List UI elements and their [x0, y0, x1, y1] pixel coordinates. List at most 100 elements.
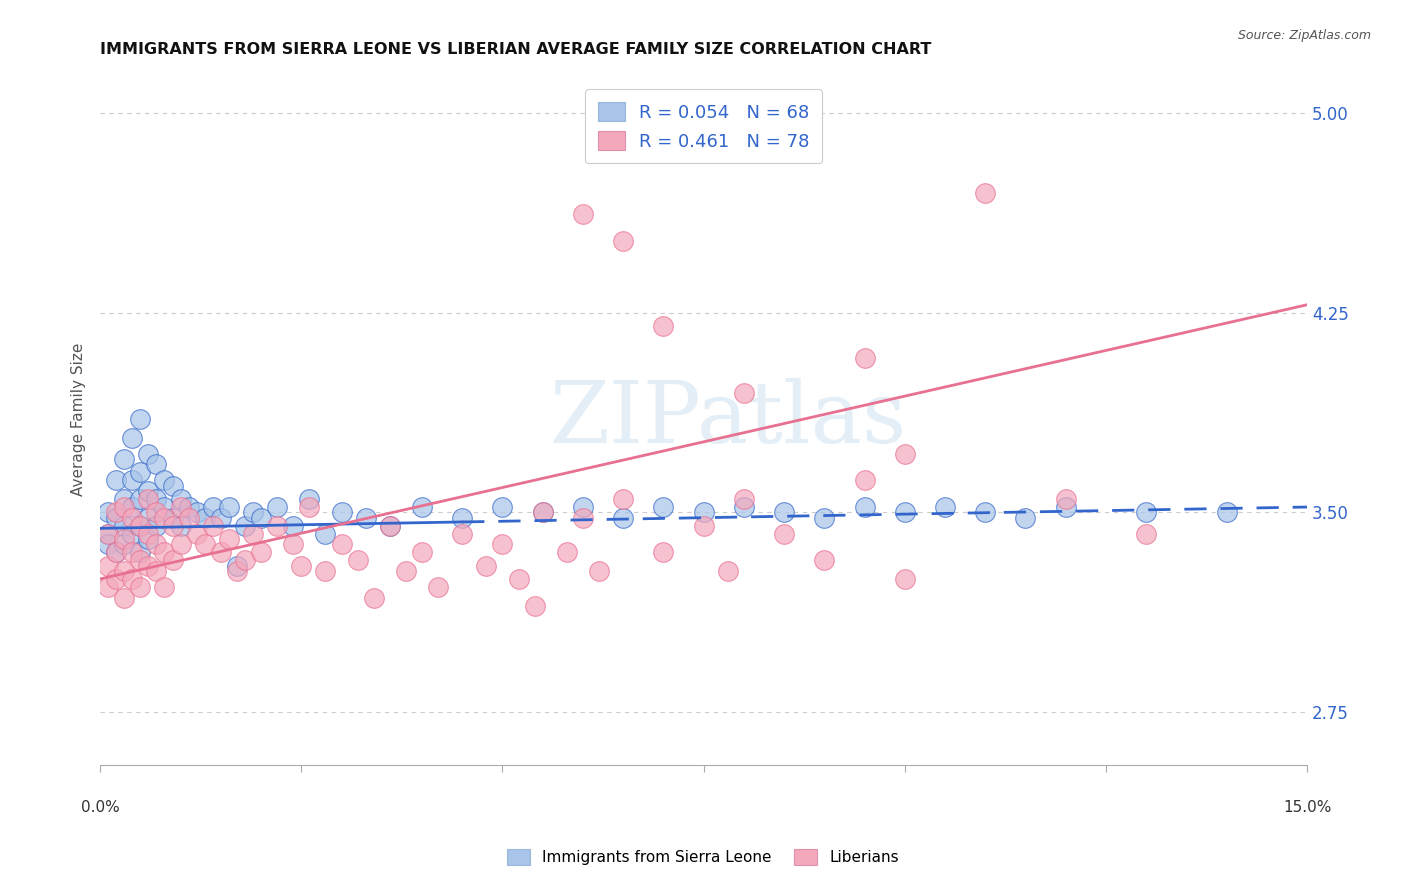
Point	[314, 564, 336, 578]
Point	[572, 510, 595, 524]
Point	[378, 518, 401, 533]
Point	[162, 518, 184, 533]
Point	[145, 505, 167, 519]
Point	[853, 474, 876, 488]
Point	[572, 500, 595, 514]
Point	[121, 545, 143, 559]
Point	[105, 510, 128, 524]
Point	[129, 518, 152, 533]
Point	[112, 500, 135, 514]
Point	[363, 591, 385, 605]
Point	[451, 526, 474, 541]
Point	[145, 537, 167, 551]
Point	[97, 580, 120, 594]
Point	[717, 564, 740, 578]
Point	[186, 526, 208, 541]
Point	[112, 591, 135, 605]
Point	[612, 234, 634, 248]
Point	[894, 447, 917, 461]
Point	[201, 500, 224, 514]
Point	[773, 505, 796, 519]
Point	[121, 474, 143, 488]
Point	[105, 505, 128, 519]
Point	[330, 505, 353, 519]
Point	[491, 537, 513, 551]
Point	[250, 545, 273, 559]
Point	[112, 518, 135, 533]
Point	[169, 491, 191, 506]
Text: IMMIGRANTS FROM SIERRA LEONE VS LIBERIAN AVERAGE FAMILY SIZE CORRELATION CHART: IMMIGRANTS FROM SIERRA LEONE VS LIBERIAN…	[100, 42, 932, 57]
Point	[145, 458, 167, 472]
Point	[121, 572, 143, 586]
Point	[153, 580, 176, 594]
Point	[153, 500, 176, 514]
Point	[145, 518, 167, 533]
Point	[138, 491, 160, 506]
Point	[186, 505, 208, 519]
Point	[112, 491, 135, 506]
Point	[555, 545, 578, 559]
Point	[1135, 505, 1157, 519]
Point	[169, 537, 191, 551]
Text: Source: ZipAtlas.com: Source: ZipAtlas.com	[1237, 29, 1371, 42]
Point	[129, 466, 152, 480]
Point	[201, 518, 224, 533]
Point	[298, 491, 321, 506]
Point	[733, 385, 755, 400]
Point	[194, 537, 217, 551]
Point	[153, 474, 176, 488]
Point	[121, 510, 143, 524]
Point	[242, 505, 264, 519]
Point	[853, 351, 876, 365]
Point	[97, 526, 120, 541]
Point	[233, 553, 256, 567]
Point	[112, 452, 135, 467]
Point	[1054, 491, 1077, 506]
Point	[129, 518, 152, 533]
Legend: R = 0.054   N = 68, R = 0.461   N = 78: R = 0.054 N = 68, R = 0.461 N = 78	[585, 89, 823, 163]
Point	[233, 518, 256, 533]
Point	[250, 510, 273, 524]
Point	[652, 500, 675, 514]
Point	[572, 207, 595, 221]
Point	[773, 526, 796, 541]
Point	[121, 500, 143, 514]
Point	[105, 572, 128, 586]
Point	[733, 500, 755, 514]
Point	[105, 545, 128, 559]
Point	[692, 505, 714, 519]
Point	[894, 572, 917, 586]
Point	[226, 558, 249, 573]
Point	[112, 537, 135, 551]
Point	[314, 526, 336, 541]
Point	[395, 564, 418, 578]
Point	[531, 505, 554, 519]
Point	[491, 500, 513, 514]
Point	[153, 545, 176, 559]
Point	[112, 564, 135, 578]
Point	[105, 474, 128, 488]
Point	[138, 526, 160, 541]
Point	[162, 510, 184, 524]
Point	[1014, 510, 1036, 524]
Point	[209, 510, 232, 524]
Point	[283, 537, 305, 551]
Point	[97, 526, 120, 541]
Point	[974, 186, 997, 200]
Point	[194, 510, 217, 524]
Point	[138, 510, 160, 524]
Point	[177, 500, 200, 514]
Point	[162, 479, 184, 493]
Point	[346, 553, 368, 567]
Point	[129, 491, 152, 506]
Point	[129, 545, 152, 559]
Point	[145, 491, 167, 506]
Point	[813, 510, 835, 524]
Point	[427, 580, 450, 594]
Point	[97, 558, 120, 573]
Point	[652, 545, 675, 559]
Point	[169, 500, 191, 514]
Point	[129, 580, 152, 594]
Point	[354, 510, 377, 524]
Point	[692, 518, 714, 533]
